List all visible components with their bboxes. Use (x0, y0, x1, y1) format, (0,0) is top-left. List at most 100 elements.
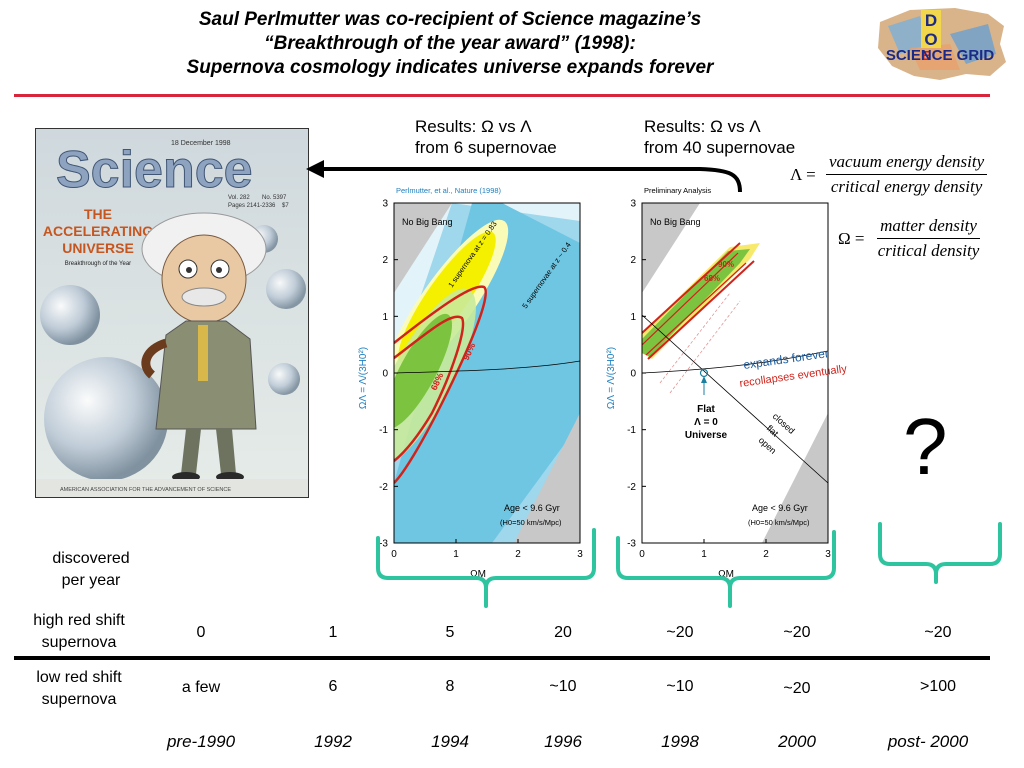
cover-masthead: Science (56, 141, 253, 199)
cover-price: $7 (282, 203, 289, 209)
row-label-high-red-shift: high red shift supernova (14, 610, 144, 654)
cover-headline-3: UNIVERSE (62, 240, 134, 256)
c2-xtick-label: 3 (825, 549, 831, 560)
chart2-age-label: Age < 9.6 Gyr (752, 503, 808, 513)
chart-6-supernovae: Perlmutter, et al., Nature (1998) 3 2 1 0 -1… (358, 186, 583, 580)
c1-xtick-label: 1 (453, 549, 459, 560)
results-caption-40-line1: Results: Ω vs Λ (644, 117, 761, 136)
results-caption-6-line1: Results: Ω vs Λ (415, 117, 532, 136)
year-post2000: post- 2000 (887, 732, 969, 751)
arrow-to-cover-icon (306, 160, 742, 193)
omega-formula-lhs: Ω = (838, 228, 865, 248)
cover-pages: Pages 2141-2336 (228, 203, 276, 209)
omega-formula: Ω = matter density critical density (838, 216, 982, 261)
chart2-no-big-bang-label: No Big Bang (650, 217, 701, 227)
chart1-age-label: Age < 9.6 Gyr (504, 503, 560, 513)
year-pre1990: pre-1990 (166, 732, 236, 751)
c1-ytick-label: 0 (382, 369, 388, 380)
chart1-h0-label: (H0=50 km/s/Mpc) (500, 518, 562, 527)
chart2-h0-label: (H0=50 km/s/Mpc) (748, 518, 810, 527)
c1-ytick-label: 1 (382, 312, 388, 323)
chart1-header: Perlmutter, et al., Nature (1998) (396, 186, 502, 195)
high-cell-post2000: ~20 (924, 624, 952, 641)
low-cell-post2000: >100 (919, 678, 957, 695)
results-caption-6-line2: from 6 supernovae (415, 138, 557, 157)
cover-vol: Vol. 282 (228, 195, 250, 201)
year-1996: 1996 (544, 732, 582, 751)
lambda-formula-lhs: Λ = (790, 164, 816, 184)
chart1-xlabel: ΩM (470, 569, 486, 580)
high-cell-1996: 20 (554, 624, 572, 641)
chart1-ylabel: ΩΛ = Λ/(3H0²) (358, 347, 369, 409)
chart2-68-label: 68% (704, 274, 720, 283)
bracket-1994 (376, 528, 596, 608)
low-cell-pre1990: a few (181, 679, 221, 696)
chart2-90-label: 90% (718, 260, 734, 269)
c1-ytick-label: -2 (379, 482, 388, 493)
logo-letter-d: D (925, 11, 937, 30)
c2-ytick-label: -1 (627, 425, 636, 436)
chart2-header: Preliminary Analysis (644, 186, 711, 195)
future-question-mark: ? (903, 402, 948, 491)
low-cell-2000: ~20 (783, 680, 811, 697)
chart1-no-big-bang-label: No Big Bang (402, 217, 453, 227)
logo-text: SCIENCE GRID (886, 47, 995, 64)
chart2-lambda0-label: Λ = 0 (694, 417, 718, 428)
chart-40-supernovae: Preliminary Analysis 3 2 1 0 -1 -2 -3 0 1 2 3 No … (606, 186, 848, 580)
year-2000: 2000 (778, 732, 816, 751)
high-cell-1992: 1 (328, 624, 338, 641)
c2-ytick-label: -3 (627, 539, 636, 550)
c1-xtick-label: 2 (515, 549, 521, 560)
logo-letter-e: E (922, 48, 931, 63)
cover-subhead: Breakthrough of the Year (65, 261, 131, 267)
cover-footer: AMERICAN ASSOCIATION FOR THE ADVANCEMENT… (60, 487, 231, 493)
logo-letter-o: O (924, 30, 937, 49)
c1-ytick-label: -1 (379, 425, 388, 436)
results-caption-40-line2: from 40 supernovae (644, 138, 796, 157)
c2-ytick-label: 2 (630, 255, 636, 266)
bracket-1998 (616, 530, 836, 608)
doe-science-grid-logo: D O E SCIENCE GRID (878, 8, 1006, 80)
low-cell-1996: ~10 (549, 678, 577, 695)
c2-xtick-label: 0 (639, 549, 645, 560)
c1-ytick-label: 3 (382, 199, 388, 210)
chart2-ylabel: ΩΛ = Λ/(3H0²) (606, 347, 617, 409)
c2-ytick-label: 3 (630, 199, 636, 210)
low-cell-1992: 6 (328, 678, 338, 695)
chart2-universe-label: Universe (685, 430, 728, 441)
table-divider (14, 656, 990, 660)
high-cell-1998: ~20 (666, 624, 694, 641)
slide-title: Saul Perlmutter was co-recipient of Scie… (100, 8, 800, 80)
c2-ytick-label: -2 (627, 482, 636, 493)
low-cell-1998: ~10 (666, 678, 694, 695)
year-1998: 1998 (661, 732, 699, 751)
year-1992: 1992 (314, 732, 352, 751)
bracket-future (878, 522, 1002, 584)
title-line-2: “Breakthrough of the year award” (1998): (264, 33, 636, 54)
c1-ytick-label: -3 (379, 539, 388, 550)
c2-xtick-label: 2 (763, 549, 769, 560)
row-label-low-red-shift: low red shift supernova (14, 667, 144, 711)
row-label-discovered: discovered per year (26, 548, 156, 592)
row-label-high-line2: supernova (41, 634, 117, 651)
results-caption-6-sn: Results: Ω vs Λ from 6 supernovae (415, 116, 557, 158)
row-label-discovered-line1: discovered (52, 550, 130, 567)
chart2-xlabel: ΩM (718, 569, 734, 580)
c1-xtick-label: 0 (391, 549, 397, 560)
high-cell-2000: ~20 (783, 624, 811, 641)
omega-formula-denominator: critical density (877, 241, 980, 260)
cover-no: No. 5397 (262, 195, 287, 201)
lambda-formula-numerator: vacuum energy density (825, 152, 988, 175)
science-cover: 18 December 1998 Science Vol. 282 No. 53… (35, 128, 309, 498)
c2-ytick-label: 1 (630, 312, 636, 323)
low-cell-1994: 8 (445, 678, 455, 695)
omega-formula-numerator: matter density (877, 216, 980, 239)
year-1994: 1994 (431, 732, 469, 751)
c2-xtick-label: 1 (701, 549, 707, 560)
row-label-high-line1: high red shift (33, 612, 125, 629)
cover-headline-2: ACCELERATING (43, 223, 153, 239)
row-label-low-line1: low red shift (36, 669, 122, 686)
row-label-low-line2: supernova (41, 691, 117, 708)
row-label-discovered-line2: per year (61, 572, 121, 589)
c2-ytick-label: 0 (630, 369, 636, 380)
